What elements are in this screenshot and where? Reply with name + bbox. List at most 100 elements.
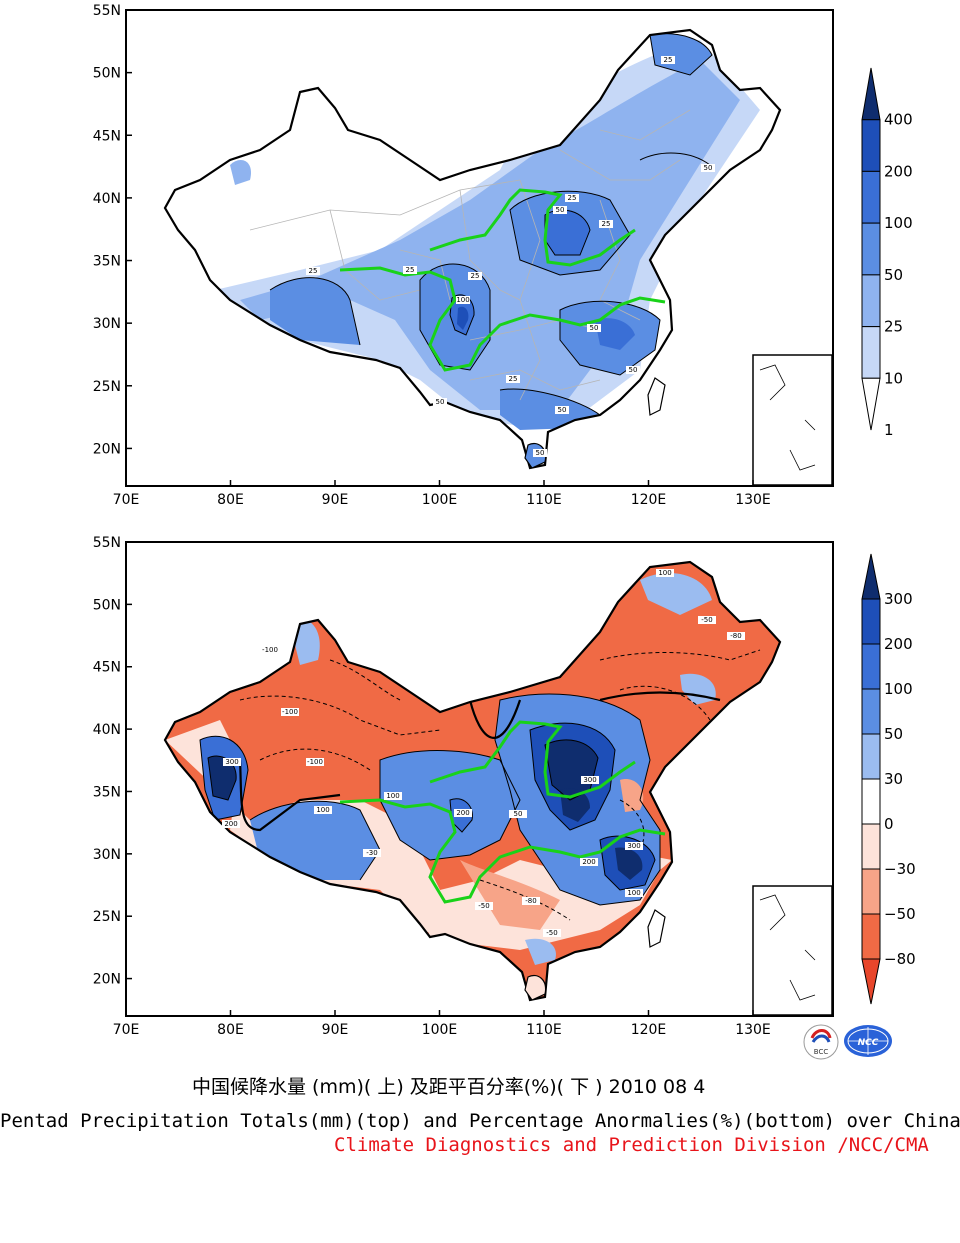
legend-label: −80 [884,950,916,968]
legend-swatch [861,553,881,600]
lat-tick-label: 30N [93,847,121,863]
contour-label: 25 [509,375,518,383]
contour-label-bg [223,758,241,766]
contour-label: -30 [366,849,377,857]
legend-swatch [861,377,881,431]
contour-label: -100 [307,758,323,766]
contour-label: 100 [658,569,671,577]
contour-label-bg [281,708,299,716]
contour-label-bg [306,267,320,275]
contour-label: 25 [309,267,318,275]
contour-label-bg [384,792,402,800]
bottom-map-contour-labels: 100 -50 -80 -100 -100 -100 300 200 100 100 200 300 2… [222,569,745,937]
top-map-inset [752,354,833,486]
bottom-map-dashed-contours [239,649,761,921]
contour-label: 50 [514,810,523,818]
legend-swatch [861,326,881,379]
contour-label-bg [599,220,613,228]
contour-label-bg [306,758,324,766]
contour-label-bg [522,897,540,905]
contour-label-bg [222,820,240,828]
lon-tick-label: 90E [322,1022,349,1038]
lat-tick-label: 35N [93,254,121,270]
legend-label: −50 [884,905,916,923]
contour-label-bg [475,902,493,910]
contour-label-bg [698,616,716,624]
legend-swatch [861,598,881,645]
contour-label: 25 [406,266,415,274]
contour-label: 200 [582,858,595,866]
contour-label: -100 [282,708,298,716]
contour-label-bg [625,889,643,897]
contour-label-bg [727,632,745,640]
contour-label-bg [580,858,598,866]
bottom-map-china-outline [163,560,782,1002]
contour-label-bg [625,842,643,850]
contour-label-bg [506,375,520,383]
legend-swatch [861,688,881,735]
lat-tick-label: 50N [93,66,121,82]
top-map-china-outline [163,28,782,470]
bottom-map-taiwan [647,909,666,948]
lon-tick-label: 80E [217,492,244,508]
legend-label: −30 [884,860,916,878]
lat-tick-label: 45N [93,660,121,676]
contour-label: 100 [456,296,469,304]
legend-swatch [861,170,881,224]
lon-tick-label: 100E [422,492,458,508]
top-map-legend: 400 200 100 50 25 10 1 [861,67,913,439]
contour-label: 200 [224,820,237,828]
ncc-logo-text: NCC [858,1038,879,1048]
contour-label: -80 [525,897,536,905]
contour-label: 50 [704,164,713,172]
top-map-rivers [339,188,666,372]
contour-label-bg [261,646,279,654]
lon-tick-label: 70E [113,1022,140,1038]
contour-label-bg [553,206,567,214]
contour-label-bg [533,449,547,457]
contour-label-bg [565,194,579,202]
legend-label: 50 [884,725,903,743]
contour-label-bg [454,809,472,817]
contour-label-bg [656,569,674,577]
contour-label: 50 [536,449,545,457]
contour-label: -50 [478,902,489,910]
organization-caption: Climate Diagnostics and Prediction Divis… [334,1134,929,1156]
legend-swatch [861,868,881,915]
bottom-map-inset [752,885,833,1016]
contour-label: -50 [546,929,557,937]
lon-tick-label: 70E [113,492,140,508]
contour-label: 25 [568,194,577,202]
contour-label-bg [456,296,470,304]
top-map-lon-axis: 70E 80E 90E 100E 110E 120E 130E [113,480,771,508]
bottom-map-lon-axis: 70E 80E 90E 100E 110E 120E 130E [113,1010,771,1038]
contour-label-bg [555,406,569,414]
legend-label: 50 [884,266,903,284]
bcc-logo: BCC [803,1024,839,1060]
contour-label-bg [509,810,527,818]
legend-label: 25 [884,318,903,336]
lat-tick-label: 25N [93,379,121,395]
contour-label: 100 [316,806,329,814]
legend-swatch [861,733,881,780]
lat-tick-label: 45N [93,128,121,144]
legend-label: 100 [884,680,913,698]
contour-label: 300 [627,842,640,850]
legend-label: 200 [884,635,913,653]
legend-label: 30 [884,770,903,788]
contour-label: 25 [664,56,673,64]
bottom-map-panel: 100-50-80-100-100-1003002001001002003002… [93,535,916,1038]
english-caption: Pentad Precipitation Totals(mm)(top) and… [0,1110,960,1132]
legend-label: 1 [884,421,894,439]
contour-label: 100 [627,889,640,897]
top-map-taiwan [647,377,666,416]
contour-label: 50 [556,206,565,214]
legend-swatch [861,823,881,870]
lon-tick-label: 120E [631,492,667,508]
contour-label-bg [468,272,482,280]
lat-tick-label: 20N [93,972,121,988]
contour-label: -80 [730,632,741,640]
